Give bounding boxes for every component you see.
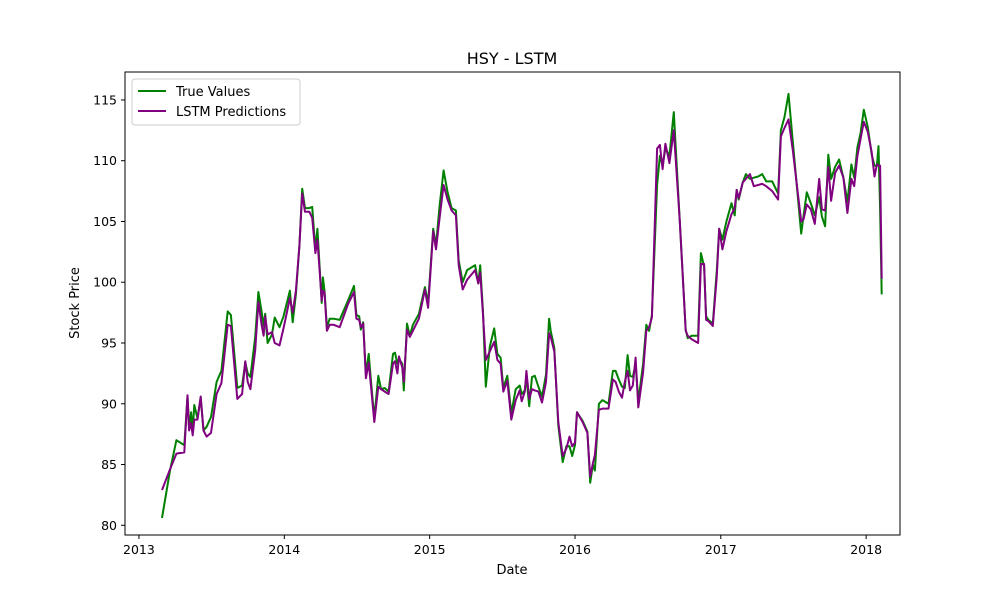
x-tick-label-2015: 2015 bbox=[414, 542, 446, 557]
x-tick-label-2018: 2018 bbox=[850, 542, 882, 557]
legend-box bbox=[131, 78, 301, 126]
plot-area bbox=[124, 71, 901, 536]
legend-label-lstm-predictions: LSTM Predictions bbox=[176, 105, 286, 120]
series-layer bbox=[161, 92, 883, 519]
y-axis-title: Stock Price bbox=[68, 267, 83, 339]
y-axis: 80 85 90 95 100 105 110 115 bbox=[93, 92, 125, 533]
x-tick-label-2016: 2016 bbox=[559, 542, 591, 557]
series-line-lstm-predictions bbox=[161, 118, 883, 491]
y-tick-label-105: 105 bbox=[93, 214, 117, 229]
legend: True Values LSTM Predictions bbox=[131, 78, 301, 126]
legend-label-true-values: True Values bbox=[175, 85, 250, 100]
x-tick-label-2013: 2013 bbox=[123, 542, 155, 557]
x-axis: 2013 2014 2015 2016 2017 2018 bbox=[123, 535, 882, 557]
y-tick-label-100: 100 bbox=[93, 275, 117, 290]
plot-background bbox=[125, 72, 900, 535]
y-tick-label-115: 115 bbox=[93, 92, 117, 107]
chart-title: HSY - LSTM bbox=[467, 49, 558, 68]
y-tick-label-95: 95 bbox=[101, 335, 117, 350]
x-tick-label-2017: 2017 bbox=[705, 542, 737, 557]
x-axis-title: Date bbox=[496, 563, 527, 578]
x-tick-label-2014: 2014 bbox=[268, 542, 300, 557]
y-tick-label-90: 90 bbox=[101, 396, 117, 411]
y-tick-label-110: 110 bbox=[93, 153, 117, 168]
y-tick-label-85: 85 bbox=[101, 457, 117, 472]
y-tick-label-80: 80 bbox=[101, 518, 117, 533]
plot-frame bbox=[124, 71, 901, 536]
